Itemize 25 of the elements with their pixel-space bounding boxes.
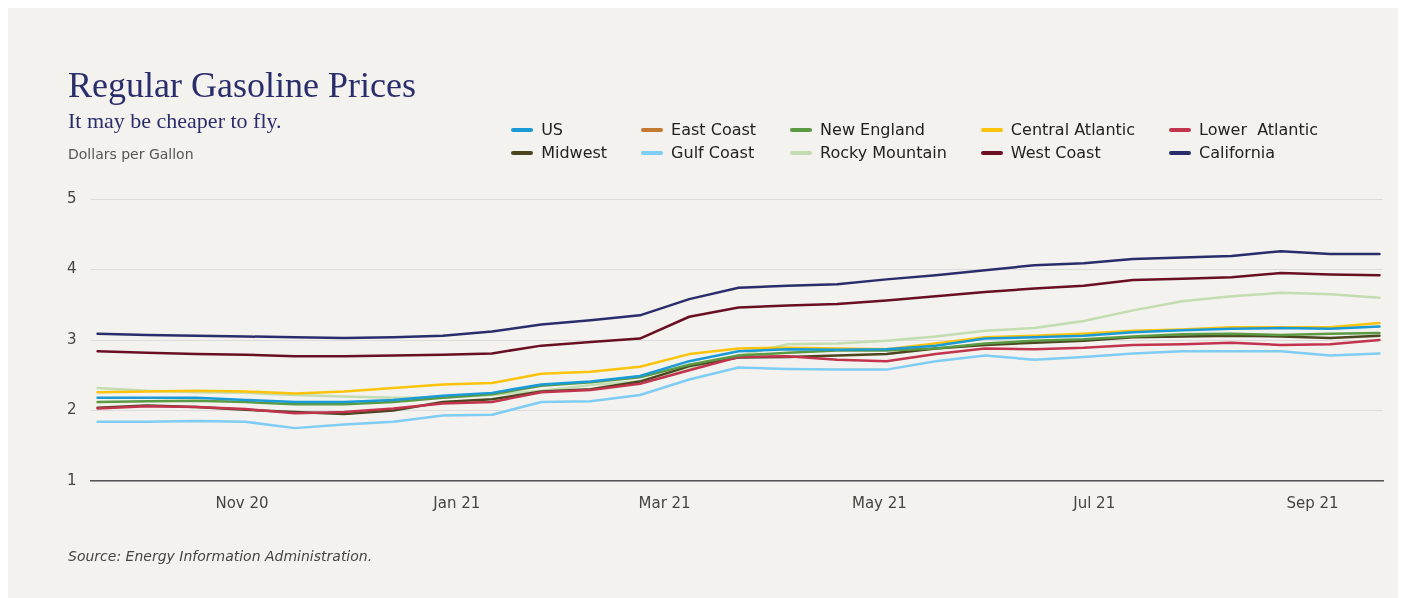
y-axis-title: Dollars per Gallon	[68, 146, 194, 162]
legend-label: California	[1199, 143, 1276, 162]
legend-label: Rocky Mountain	[820, 143, 947, 162]
chart-subtitle: It may be cheaper to fly.	[68, 108, 282, 134]
chart-title: Regular Gasoline Prices	[68, 64, 416, 106]
y-tick-label: 2	[67, 400, 77, 419]
legend-label: Midwest	[541, 143, 608, 162]
x-tick-label: Jul 21	[1072, 493, 1116, 512]
x-tick-label: Nov 20	[215, 493, 269, 512]
legend-label: Gulf Coast	[671, 143, 755, 162]
source-note: Source: Energy Information Administration.	[68, 548, 373, 564]
legend-label: East Coast	[671, 120, 757, 139]
legend-label: New England	[820, 120, 926, 139]
x-tick-label: May 21	[851, 493, 907, 512]
y-tick-label: 5	[67, 188, 77, 207]
y-tick-label: 3	[67, 329, 77, 348]
y-tick-label: 4	[67, 259, 77, 278]
legend-label: Lower Atlantic	[1199, 120, 1318, 139]
legend-label: West Coast	[1010, 143, 1101, 162]
x-tick-label: Jan 21	[432, 493, 481, 512]
x-tick-label: Sep 21	[1286, 493, 1339, 512]
legend-label: US	[541, 120, 564, 139]
x-tick-label: Mar 21	[638, 493, 691, 512]
y-tick-label: 1	[67, 470, 77, 489]
legend-label: Central Atlantic	[1010, 120, 1136, 139]
